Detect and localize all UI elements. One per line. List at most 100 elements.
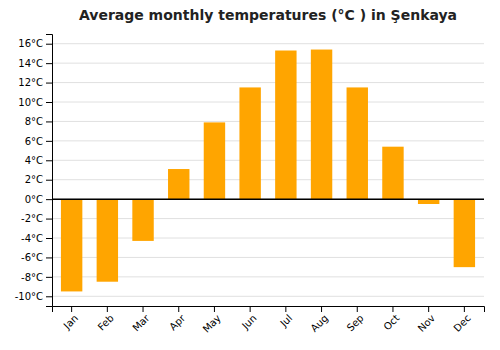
x-tick-mark: [464, 306, 465, 312]
y-tick-mark: [46, 141, 52, 142]
y-tick: 14°C: [18, 58, 52, 69]
bars: [61, 50, 475, 292]
y-tick-mark: [46, 83, 52, 84]
plot-area: -10°C -8°C -6°C -4°C -2°C 0°C 2°C 4°C 6°C 8°C 10°C…: [15, 35, 485, 335]
y-tick-mark: [46, 219, 52, 220]
y-tick: 12°C: [18, 77, 52, 88]
y-tick: -8°C: [21, 272, 52, 283]
bar: [97, 199, 118, 282]
y-tick: 2°C: [25, 174, 52, 185]
y-tick-label: -4°C: [21, 233, 43, 244]
y-tick: 10°C: [18, 97, 52, 108]
x-tick-label: Nov: [416, 312, 438, 334]
x-tick: Mar: [130, 306, 152, 333]
y-tick-label: -10°C: [15, 291, 43, 302]
y-tick: -10°C: [15, 291, 52, 302]
x-tick-label: Jan: [61, 312, 80, 331]
y-tick-label: -2°C: [21, 213, 43, 224]
x-axis: Jan Feb Mar Apr May Jun Jul Aug Sep Oct Nov Dec: [53, 306, 485, 335]
y-tick-mark: [46, 180, 52, 181]
y-tick-mark: [46, 160, 52, 161]
y-tick-mark: [46, 63, 52, 64]
zero-line: [52, 198, 484, 200]
x-axis-line: [53, 307, 485, 313]
x-tick-mark: [107, 306, 108, 312]
bar: [311, 50, 332, 200]
x-tick-label: Apr: [167, 312, 188, 333]
y-tick-label: -8°C: [21, 272, 43, 283]
y-tick: 8°C: [25, 116, 52, 127]
x-tick-mark: [250, 306, 251, 312]
y-tick: -2°C: [21, 213, 52, 224]
bar: [275, 51, 296, 200]
bar: [347, 87, 368, 199]
x-tick: Feb: [96, 306, 116, 333]
x-tick: Jun: [239, 306, 259, 332]
x-tick-label: Dec: [451, 312, 472, 333]
y-tick: 16°C: [18, 38, 52, 49]
y-tick-label: 0°C: [25, 194, 43, 205]
x-tick-mark: [428, 306, 429, 312]
y-tick-label: 2°C: [25, 174, 43, 185]
y-tick: 6°C: [25, 136, 52, 147]
y-tick-label: 10°C: [18, 97, 43, 108]
grid-line: [52, 199, 484, 200]
y-tick-label: 16°C: [18, 38, 43, 49]
x-tick-label: Aug: [308, 312, 330, 334]
x-tick-label: Feb: [96, 312, 116, 332]
x-tick-mark: [357, 306, 358, 312]
x-tick: Oct: [381, 306, 401, 332]
y-tick-mark: [46, 199, 52, 200]
grid-line: [52, 140, 484, 141]
y-tick-label: 6°C: [25, 136, 43, 147]
bar: [382, 147, 403, 199]
grid-line: [52, 121, 484, 122]
y-tick-label: 12°C: [18, 77, 43, 88]
x-tick: Dec: [451, 306, 472, 334]
x-tick-mark: [392, 306, 393, 312]
x-tick: Apr: [167, 306, 188, 332]
y-tick-mark: [46, 44, 52, 45]
y-tick-mark: [46, 121, 52, 122]
bar: [168, 169, 189, 199]
x-tick: Nov: [416, 306, 438, 334]
x-tick-label: Jul: [277, 312, 294, 329]
grid-line: [52, 102, 484, 103]
y-tick-label: 8°C: [25, 116, 43, 127]
grid-line: [52, 43, 484, 44]
y-tick-mark: [46, 296, 52, 297]
bar: [61, 199, 82, 291]
grid-line: [52, 82, 484, 83]
y-tick: 4°C: [25, 155, 52, 166]
title: Average monthly temperatures (°C ) in Şe…: [79, 7, 457, 23]
x-tick: May: [201, 306, 223, 335]
grid-line: [52, 296, 484, 297]
x-tick-mark: [321, 306, 322, 312]
grid-line: [52, 179, 484, 180]
y-tick-label: 4°C: [25, 155, 43, 166]
y-tick-mark: [46, 257, 52, 258]
y-axis-line: [46, 35, 53, 307]
y-tick-mark: [46, 102, 52, 103]
chart: -10°C -8°C -6°C -4°C -2°C 0°C 2°C 4°C 6°C 8°C 10°C…: [0, 0, 500, 350]
x-tick: Jul: [277, 306, 294, 329]
x-tick-mark: [285, 306, 286, 312]
y-tick: -6°C: [21, 252, 52, 263]
y-tick-mark: [46, 238, 52, 239]
y-tick-label: 14°C: [18, 58, 43, 69]
grid-line: [52, 63, 484, 64]
bar: [204, 122, 225, 199]
x-tick-label: Jun: [239, 312, 259, 332]
x-tick-label: Mar: [130, 312, 152, 334]
y-tick-mark: [46, 277, 52, 278]
x-tick-mark: [71, 306, 72, 312]
y-axis: -10°C -8°C -6°C -4°C -2°C 0°C 2°C 4°C 6°C 8°C 10°C…: [15, 35, 53, 307]
x-tick: Aug: [308, 306, 330, 334]
x-tick: Sep: [345, 306, 366, 333]
bar: [239, 87, 260, 199]
x-tick-mark: [143, 306, 144, 312]
grid-line: [52, 160, 484, 161]
x-tick-label: Oct: [381, 312, 401, 332]
y-tick: -4°C: [21, 233, 52, 244]
bar: [454, 199, 475, 267]
